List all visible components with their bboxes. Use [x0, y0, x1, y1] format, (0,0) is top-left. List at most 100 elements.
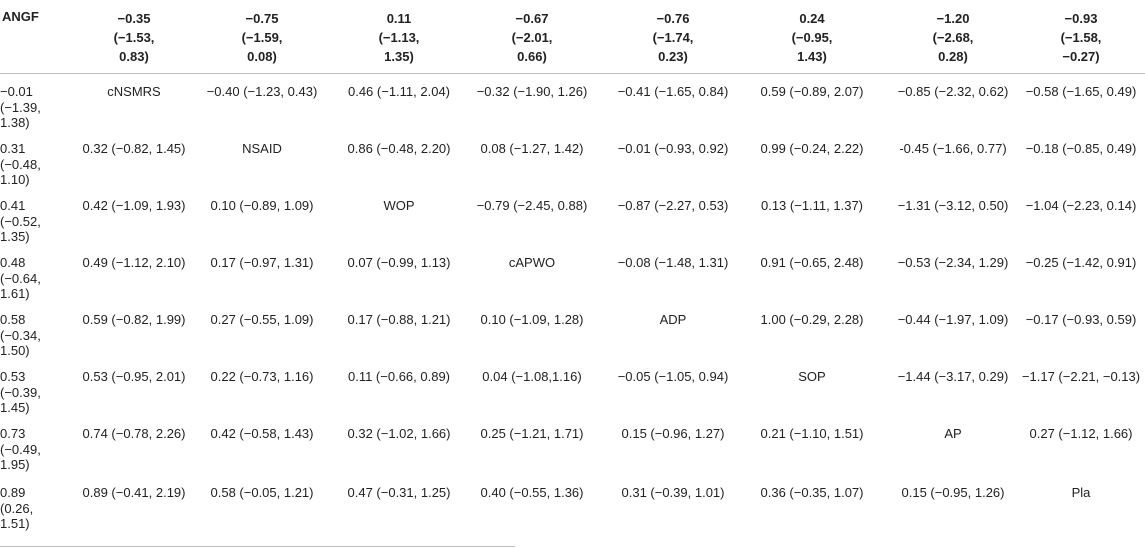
table-cell: −0.18 (−0.85, 0.49)	[1025, 141, 1137, 156]
row-ci-low: (−0.39,	[0, 384, 41, 400]
table-cell: SOP	[798, 369, 826, 384]
row-ci-low: (−0.48,	[0, 156, 41, 172]
row-estimate: 0.48	[0, 255, 26, 270]
table-cell: 0.40 (−0.55, 1.36)	[480, 485, 584, 500]
header-ci-high: 0.28)	[938, 49, 968, 64]
table-cell: 0.15 (−0.95, 1.26)	[901, 485, 1005, 500]
table-cell: 0.08 (−1.27, 1.42)	[480, 141, 584, 156]
table-row: 0.53 (−0.39, 1.45) 0.53 (−0.95, 2.01) 0.…	[0, 369, 1145, 426]
table-cell: 0.17 (−0.88, 1.21)	[347, 312, 451, 327]
table-cell: 1.00 (−0.29, 2.28)	[760, 312, 864, 327]
table-cell: AP	[944, 426, 962, 441]
table-cell: 0.11 (−0.66, 0.89)	[347, 369, 451, 384]
header-ci-high: 1.43)	[797, 49, 827, 64]
table-header-row: ANGF −0.35 (−1.53, 0.83) −0.75 (−1.59, 0…	[0, 0, 1145, 74]
header-estimate: −0.76	[656, 11, 690, 26]
table-cell: 0.46 (−1.11, 2.04)	[347, 84, 451, 99]
table-cell: 0.10 (−0.89, 1.09)	[210, 198, 314, 213]
header-cell: 0.24 (−0.95, 1.43)	[745, 9, 879, 66]
row-estimate: −0.01	[0, 84, 33, 99]
table-cell: −0.85 (−2.32, 0.62)	[897, 84, 1009, 99]
table-cell: ADP	[659, 312, 687, 327]
table-cell: −0.79 (−2.45, 0.88)	[476, 198, 588, 213]
table-cell: −0.44 (−1.97, 1.09)	[897, 312, 1009, 327]
table-cell: −0.87 (−2.27, 0.53)	[617, 198, 729, 213]
header-estimate: −1.20	[936, 11, 970, 26]
table-cell: 0.21 (−1.10, 1.51)	[760, 426, 864, 441]
table-cell: 0.59 (−0.82, 1.99)	[82, 312, 186, 327]
table-cell: 0.42 (−0.58, 1.43)	[210, 426, 314, 441]
row-estimate: 0.31	[0, 141, 26, 156]
header-estimate: 0.24	[799, 11, 825, 26]
header-ci-high: 0.83)	[119, 49, 149, 64]
table-cell: 0.15 (−0.96, 1.27)	[621, 426, 725, 441]
table-cell: −0.41 (−1.65, 0.84)	[617, 84, 729, 99]
table-cell: -0.45 (−1.66, 0.77)	[899, 141, 1007, 156]
table-row: 0.73 (−0.49, 1.95) 0.74 (−0.78, 2.26) 0.…	[0, 426, 1145, 483]
table-cell: 0.22 (−0.73, 1.16)	[210, 369, 314, 384]
table-cell: −0.17 (−0.93, 0.59)	[1025, 312, 1137, 327]
row-estimate: 0.58	[0, 312, 26, 327]
table-cell: −0.01 (−0.93, 0.92)	[617, 141, 729, 156]
header-ci-high: 0.08)	[247, 49, 277, 64]
header-estimate: 0.11	[386, 11, 412, 26]
row-first-cell: 0.58 (−0.34, 1.50)	[0, 312, 55, 359]
header-ci-low: (−0.95,	[791, 30, 833, 45]
header-ci-low: (−1.58,	[1060, 30, 1102, 45]
header-cell: −0.67 (−2.01, 0.66)	[465, 9, 599, 66]
row-ci-high: 1.10)	[0, 172, 30, 187]
table-cell: −1.31 (−3.12, 0.50)	[897, 198, 1009, 213]
table-cell: 0.25 (−1.21, 1.71)	[480, 426, 584, 441]
table-cell: 0.59 (−0.89, 2.07)	[760, 84, 864, 99]
row-first-cell: 0.31 (−0.48, 1.10)	[0, 141, 55, 188]
header-ci-low: (−1.59,	[241, 30, 283, 45]
row-ci-low: (−0.52,	[0, 213, 41, 229]
table-cell: 0.32 (−1.02, 1.66)	[347, 426, 451, 441]
table-cell: 0.31 (−0.39, 1.01)	[621, 485, 725, 500]
row-first-cell: 0.89 (0.26, 1.51)	[0, 485, 55, 532]
row-estimate: 0.73	[0, 426, 26, 441]
header-ci-high: −0.27)	[1062, 49, 1100, 64]
table-cell: 0.27 (−0.55, 1.09)	[210, 312, 314, 327]
row-ci-high: 1.61)	[0, 286, 30, 301]
table-cell: 0.17 (−0.97, 1.31)	[210, 255, 314, 270]
row-ci-high: 1.45)	[0, 400, 30, 415]
header-ci-low: (−1.13,	[378, 30, 420, 45]
table-cell: −0.32 (−1.90, 1.26)	[476, 84, 588, 99]
row-ci-low: (−0.49,	[0, 441, 41, 457]
table-cell: 0.99 (−0.24, 2.22)	[760, 141, 864, 156]
table-cell: 0.07 (−0.99, 1.13)	[347, 255, 451, 270]
table-cell: WOP	[383, 198, 415, 213]
header-ci-low: (−2.68,	[932, 30, 974, 45]
row-estimate: 0.89	[0, 485, 26, 500]
table-cell: Pla	[1071, 485, 1091, 500]
header-ci-high: 0.23)	[658, 49, 688, 64]
table-cell: cAPWO	[508, 255, 556, 270]
row-first-cell: −0.01 (−1.39, 1.38)	[0, 84, 55, 131]
table-bottom-rule	[0, 546, 515, 547]
table-cell: 0.53 (−0.95, 2.01)	[82, 369, 186, 384]
table-cell: 0.89 (−0.41, 2.19)	[82, 485, 186, 500]
table-row: 0.58 (−0.34, 1.50) 0.59 (−0.82, 1.99) 0.…	[0, 312, 1145, 369]
header-estimate: −0.35	[117, 11, 151, 26]
row-ci-high: 1.35)	[0, 229, 30, 244]
row-ci-high: 1.51)	[0, 516, 30, 531]
table-cell: 0.36 (−0.35, 1.07)	[760, 485, 864, 500]
row-first-cell: 0.53 (−0.39, 1.45)	[0, 369, 55, 416]
header-ci-low: (−1.74,	[652, 30, 694, 45]
table-cell: 0.10 (−1.09, 1.28)	[480, 312, 584, 327]
row-ci-high: 1.95)	[0, 457, 30, 472]
row-estimate: 0.41	[0, 198, 26, 213]
table-cell: −0.40 (−1.23, 0.43)	[206, 84, 318, 99]
row-ci-low: (−0.64,	[0, 270, 41, 286]
header-cell: −0.35 (−1.53, 0.83)	[67, 9, 201, 66]
header-ci-low: (−2.01,	[511, 30, 553, 45]
corner-label: ANGF	[2, 9, 39, 24]
table-cell: 0.86 (−0.48, 2.20)	[347, 141, 451, 156]
table-cell: 0.13 (−1.11, 1.37)	[760, 198, 864, 213]
table-cell: −0.53 (−2.34, 1.29)	[897, 255, 1009, 270]
table-cell: −0.58 (−1.65, 0.49)	[1025, 84, 1137, 99]
table-cell: 0.32 (−0.82, 1.45)	[82, 141, 186, 156]
table-cell: 0.47 (−0.31, 1.25)	[347, 485, 451, 500]
table-cell: cNSMRS	[107, 84, 161, 99]
